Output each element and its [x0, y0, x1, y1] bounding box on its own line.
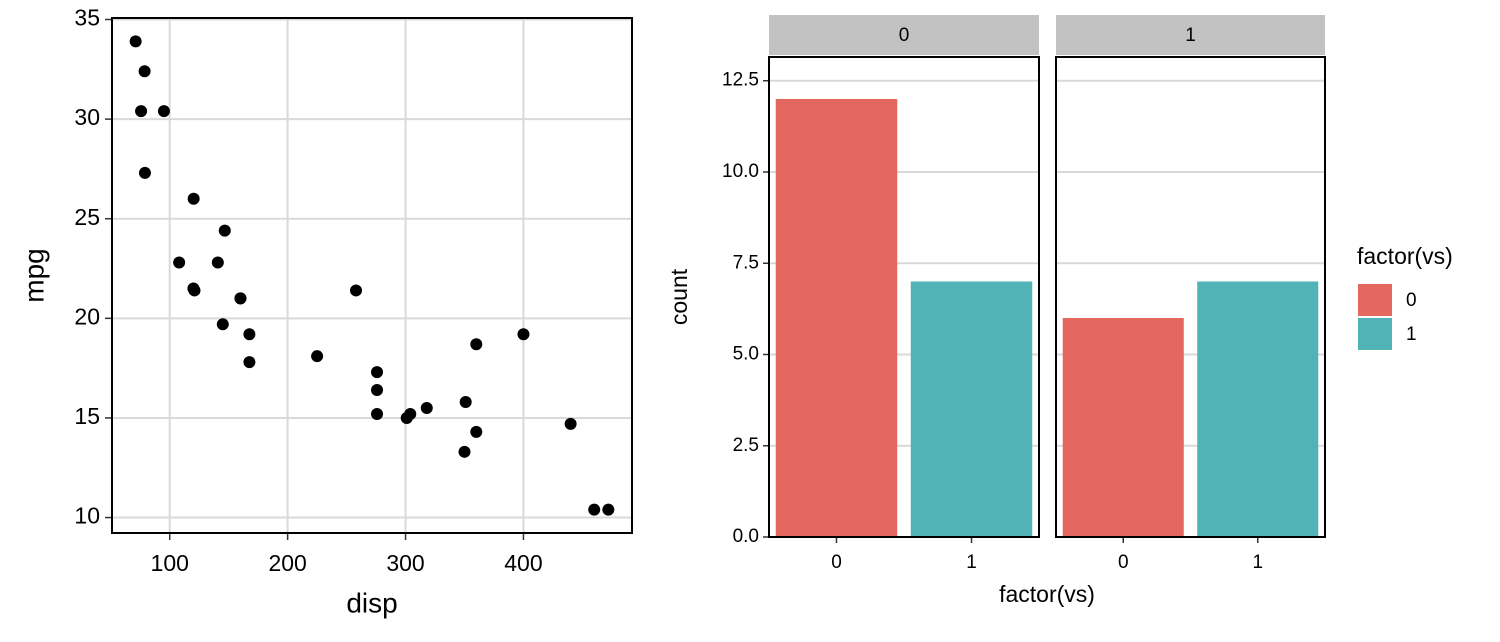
strip-label: 0: [899, 25, 910, 46]
y-tick-label: 20: [74, 303, 100, 329]
point: [129, 35, 142, 48]
y-tick-label: 7.5: [733, 252, 759, 273]
point: [470, 338, 483, 351]
point: [138, 65, 151, 78]
point: [211, 256, 224, 269]
x-axis-title: factor(vs): [999, 581, 1095, 607]
legend-key: [1358, 284, 1392, 316]
point: [234, 292, 247, 305]
point: [135, 105, 148, 118]
x-tick-label: 1: [966, 552, 977, 573]
legend-title: factor(vs): [1357, 243, 1453, 269]
bar: [775, 98, 898, 538]
bar: [1197, 281, 1319, 537]
strip: [1056, 15, 1325, 55]
point: [459, 396, 472, 409]
point: [218, 224, 231, 237]
legend-label: 0: [1406, 290, 1417, 311]
panel-border: [111, 17, 633, 534]
point: [187, 192, 200, 205]
legend-label: 1: [1406, 324, 1417, 345]
point: [588, 503, 601, 516]
legend-key: [1358, 318, 1392, 350]
strip: [769, 15, 1039, 55]
panel-border: [768, 56, 1040, 538]
point: [458, 445, 471, 458]
point: [470, 425, 483, 438]
point: [311, 350, 324, 363]
point: [216, 318, 229, 331]
y-tick-label: 5.0: [733, 344, 759, 365]
bar: [910, 281, 1033, 537]
x-tick-label: 1: [1252, 552, 1263, 573]
x-tick-label: 0: [831, 552, 842, 573]
y-tick-label: 35: [74, 5, 100, 31]
x-tick-label: 0: [1118, 552, 1129, 573]
point: [602, 503, 615, 516]
strip-label: 1: [1185, 25, 1196, 46]
y-tick-label: 25: [74, 204, 100, 230]
panel-border: [1055, 56, 1326, 538]
point: [243, 328, 256, 341]
x-tick-label: 200: [268, 550, 306, 576]
point: [371, 366, 384, 379]
point: [173, 256, 186, 269]
point: [188, 284, 201, 297]
y-tick-label: 10: [74, 503, 100, 529]
point: [420, 401, 433, 414]
bar: [1062, 317, 1184, 537]
y-tick-label: 12.5: [722, 70, 759, 91]
x-axis-title: disp: [346, 587, 397, 618]
point: [157, 105, 170, 118]
point: [400, 411, 413, 424]
y-tick-label: 15: [74, 403, 100, 429]
point: [138, 166, 151, 179]
y-tick-label: 30: [74, 104, 100, 130]
x-tick-label: 400: [504, 550, 542, 576]
y-axis-title: mpg: [18, 248, 49, 302]
y-tick-label: 10.0: [722, 161, 759, 182]
y-axis-title: count: [666, 268, 692, 325]
point: [371, 384, 384, 397]
y-tick-label: 0.0: [733, 526, 759, 547]
point: [517, 328, 530, 341]
point: [243, 356, 256, 369]
point: [564, 417, 577, 430]
x-tick-label: 300: [386, 550, 424, 576]
point: [350, 284, 363, 297]
y-tick-label: 2.5: [733, 435, 759, 456]
x-tick-label: 100: [151, 550, 189, 576]
point: [371, 407, 384, 420]
